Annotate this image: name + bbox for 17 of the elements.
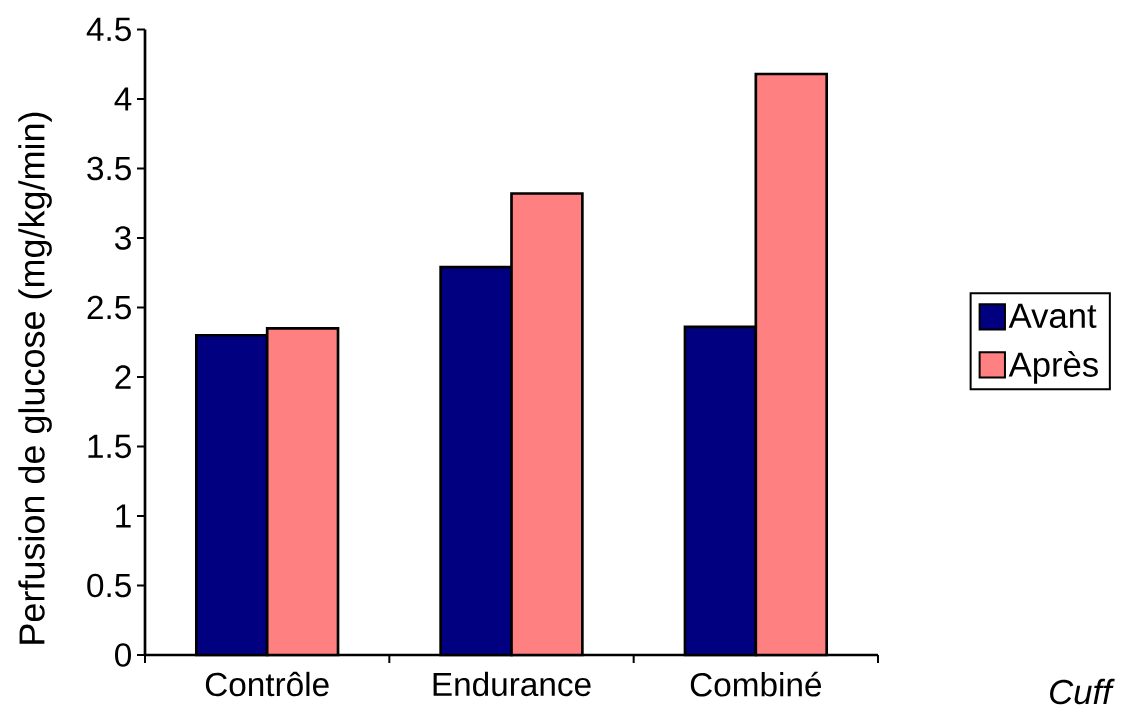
text: Cuff xyxy=(1050,678,1115,705)
y-axis-title: Perfusion de glucose (mg/kg/min) xyxy=(18,112,52,644)
x-tick-label: Endurance xyxy=(433,671,591,697)
y-tick-label: 2 xyxy=(115,365,131,389)
x-tick-label: Combiné xyxy=(690,671,822,697)
x-tick-label: Contrôle xyxy=(205,671,329,697)
y-tick-label: 3 xyxy=(115,226,131,250)
y-tick-label: 2.5 xyxy=(87,295,131,320)
y-tick-label: 3.5 xyxy=(87,156,131,181)
legend-label: Après xyxy=(1008,351,1098,384)
legend-label: Avant xyxy=(1008,303,1097,329)
y-tick-label: 0 xyxy=(115,643,131,667)
y-tick-label: 4.5 xyxy=(86,17,131,42)
y-tick-label: 1.5 xyxy=(88,434,131,459)
y-tick-label: 1 xyxy=(116,504,131,528)
y-tick-label: 0.5 xyxy=(87,573,131,598)
y-tick-label: 4 xyxy=(114,87,132,111)
